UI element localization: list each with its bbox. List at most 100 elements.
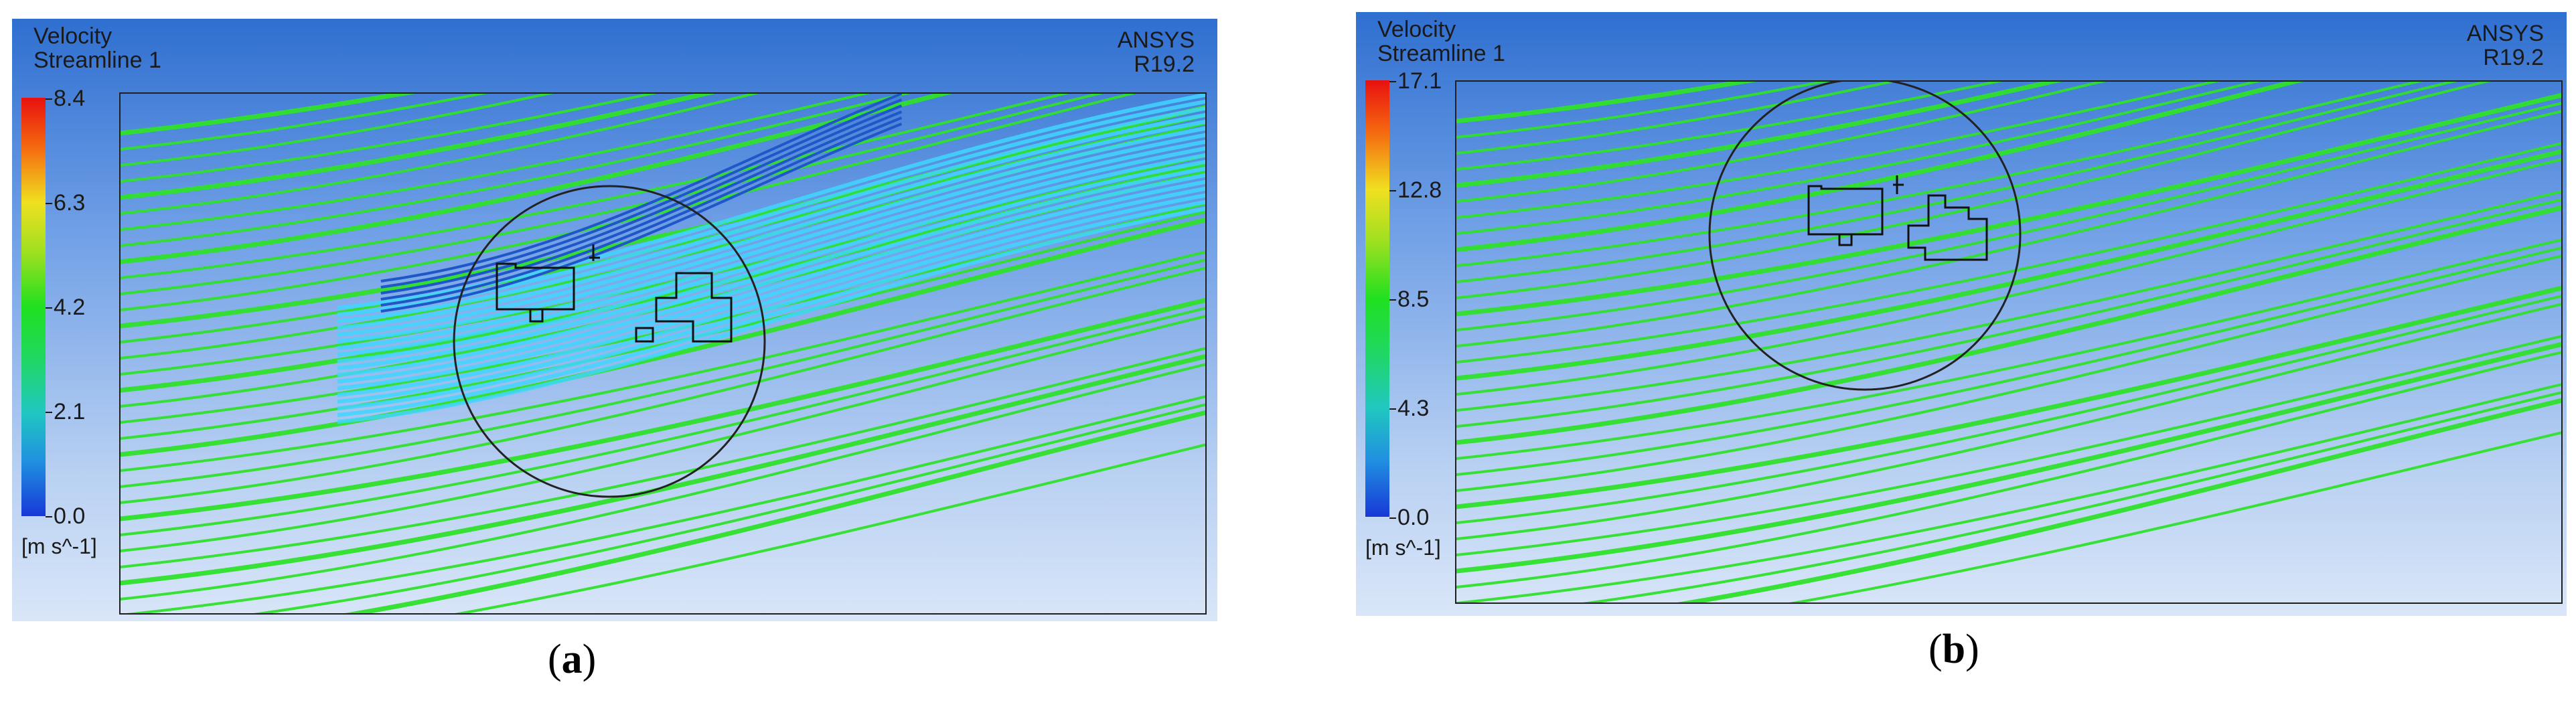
streamline [1456,110,2561,347]
caption-b: (b) [1928,626,1979,673]
streamline-wake [337,206,1205,424]
streamline [121,258,1205,488]
software-label: ANSYS R19.2 [1118,28,1195,76]
streamline [1456,82,2304,252]
software-label: ANSYS R19.2 [2467,21,2544,70]
probe-marker [1893,175,1904,194]
streamline [1456,295,2561,524]
streamline [1456,92,2561,317]
streamline-wake [337,112,1205,330]
building-outline [496,262,575,323]
streamline [121,94,759,215]
streamline [1456,82,2220,219]
legend-tick: 4.2 [45,295,86,320]
streamline [1456,149,2561,381]
legend-unit: [m s^-1] [1365,536,1441,560]
caption-open: ( [548,637,562,682]
streamline [253,403,1205,613]
streamline-wake [337,126,1205,343]
streamline [121,94,953,264]
building-outline [1907,194,1988,261]
caption-a: (a) [548,636,596,683]
streamline-wake [337,173,1205,390]
streamline [1456,82,1757,124]
streamline [121,315,1205,552]
streamline [121,94,554,167]
legend-tick: 8.5 [1389,287,1430,312]
streamline [121,363,1205,600]
streamline [1456,254,2561,492]
streamline [1456,82,1898,155]
streamline [121,94,911,247]
streamline [1456,285,2561,509]
legend-tick: 4.3 [1389,396,1430,421]
streamline-wake [337,146,1205,364]
caption-letter: b [1942,627,1966,672]
streamline [344,410,1205,613]
caption-close: ) [1965,627,1979,672]
legend-tick: 0.0 [45,503,86,529]
brand-line2: R19.2 [2483,45,2544,70]
streamline [1456,82,2003,171]
color-legend-bar [1365,80,1389,517]
streamline [1456,82,2062,188]
streamline [1456,190,2561,412]
streamline-wake [337,133,1205,350]
streamline [121,94,488,151]
streamline [1677,398,2561,602]
streamline [1456,335,2561,556]
streamline [121,104,1205,329]
legend-tick: 2.1 [45,399,86,424]
streamline-slow [380,123,903,313]
streamline-wake [337,199,1205,417]
streamline [1456,303,2561,540]
streamline [1456,341,2561,574]
legend-tick: 6.3 [45,190,86,216]
legend-tick: 0.0 [1389,505,1430,530]
title-line2: Streamline 1 [1377,41,1505,66]
streamline [121,94,1070,279]
streamline-slow [380,110,903,301]
brand-line2: R19.2 [1134,52,1195,77]
legend-unit: [m s^-1] [21,534,97,558]
streamline [1456,82,2457,283]
streamline [1456,205,2561,445]
streamline [121,297,1205,521]
streamline [121,94,416,136]
streamline [121,307,1205,536]
streamline [1456,246,2561,476]
streamline [1456,82,1831,139]
streamline [1456,238,2561,460]
plot-title: Velocity Streamline 1 [1377,17,1505,66]
streamline-wake [337,186,1205,404]
streamline [1456,82,2491,299]
title-line1: Velocity [33,23,112,49]
streamline [121,217,1205,457]
brand-line1: ANSYS [2466,21,2544,46]
streamline [1456,383,2561,602]
color-legend-bar [21,98,46,516]
streamline-plot [119,92,1207,615]
streamline [121,94,716,200]
streamline [121,353,1205,586]
streamline [121,347,1205,568]
streamline-canvas [121,94,1205,613]
streamline [121,94,870,231]
streamline-wake [337,153,1205,370]
streamline [1456,158,2561,396]
panel-b: Velocity Streamline 1 ANSYS R19.2 17.1 1… [1356,12,2567,616]
building-outline [635,272,733,343]
streamline-slow [380,94,903,283]
streamline [121,266,1205,504]
streamline-wake [337,166,1205,384]
caption-open: ( [1928,627,1943,672]
streamline [126,395,1205,613]
streamline [1456,102,2561,331]
streamline [454,443,1205,613]
domain-circle [1708,82,2022,391]
streamline [1456,82,2261,235]
caption-letter: a [561,637,583,682]
title-line2: Streamline 1 [33,48,161,73]
brand-line1: ANSYS [1117,27,1195,53]
